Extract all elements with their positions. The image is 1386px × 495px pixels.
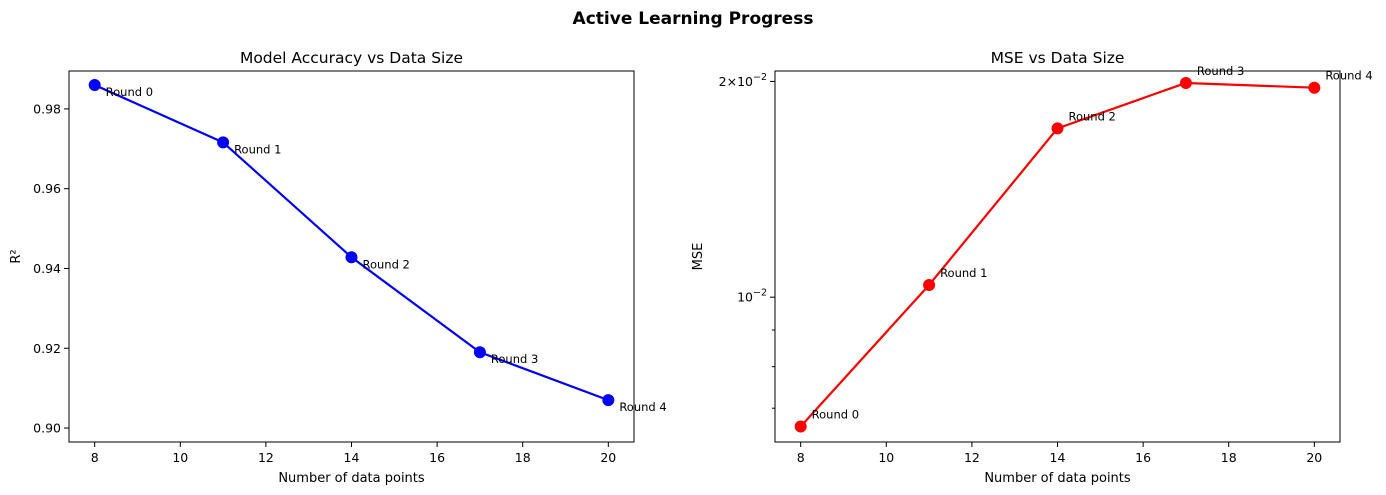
x-tick-label: 10 [878,450,894,465]
x-axis-label: Number of data points [984,471,1131,486]
point-annotation: Round 1 [234,142,281,156]
point-annotation: Round 2 [1069,109,1116,123]
point-annotation: Round 3 [1197,64,1244,78]
y-tick-label: 2×10−2 [719,72,767,89]
x-tick-label: 14 [344,450,360,465]
chart-title: MSE vs Data Size [991,49,1125,67]
panel-2: MSE vs Data Size Number of data points MSE… [691,49,1373,486]
y-tick-label: 0.98 [33,101,61,116]
point-annotation: Round 1 [940,266,987,280]
data-point [473,346,486,359]
x-tick-label: 16 [1135,450,1151,465]
data-point [794,420,807,433]
x-tick-label: 18 [515,450,531,465]
x-tick-label: 12 [964,450,980,465]
data-point [1179,76,1192,89]
x-tick-label: 20 [600,450,616,465]
x-tick-label: 8 [91,450,99,465]
y-tick-label: 0.90 [33,421,61,436]
point-annotation: Round 3 [491,352,538,366]
y-axis-label: R² [9,249,24,263]
data-point [88,78,101,91]
point-annotation: Round 4 [1325,69,1372,83]
data-point [923,278,936,291]
x-tick-label: 20 [1306,450,1322,465]
x-tick-label: 14 [1050,450,1066,465]
y-tick-label: 10−2 [737,288,767,305]
x-tick-label: 18 [1221,450,1237,465]
y-tick-label: 0.96 [33,181,61,196]
figure-title: Active Learning Progress [573,9,814,29]
point-annotation: Round 2 [363,257,410,271]
data-point [1308,81,1321,94]
x-tick-label: 12 [258,450,274,465]
y-axis-label: MSE [691,243,706,271]
series-line [799,81,1315,428]
data-point [602,394,615,407]
chart-title: Model Accuracy vs Data Size [240,49,463,67]
y-tick-label: 0.94 [33,261,61,276]
x-axis-label: Number of data points [278,471,425,486]
point-annotation: Round 4 [619,400,666,414]
data-point [345,251,358,264]
x-tick-label: 8 [797,450,805,465]
data-point [217,136,230,149]
point-annotation: Round 0 [106,85,153,99]
x-tick-label: 16 [429,450,445,465]
point-annotation: Round 0 [812,408,859,422]
data-point [1051,122,1064,135]
panel-1: Model Accuracy vs Data Size Number of dat… [9,49,667,486]
y-tick-label: 0.92 [33,341,61,356]
x-tick-label: 10 [172,450,188,465]
